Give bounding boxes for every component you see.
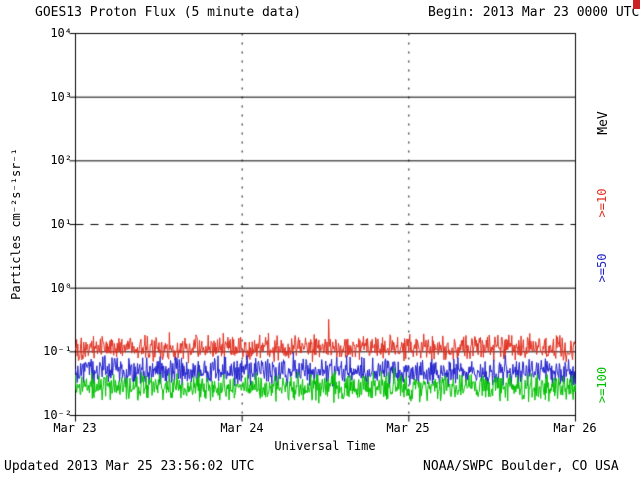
y-tick-label: 10¹ <box>50 217 72 231</box>
x-tick-label: Mar 25 <box>386 421 430 435</box>
y-tick-label: 10² <box>50 153 72 167</box>
updated-timestamp: Updated 2013 Mar 25 23:56:02 UTC <box>4 459 255 474</box>
x-tick-label: Mar 24 <box>220 421 264 435</box>
chart-title: GOES13 Proton Flux (5 minute data) <box>35 5 302 20</box>
y-tick-label: 10³ <box>50 90 72 104</box>
series-label-ge10: >=10 <box>595 188 609 218</box>
y-tick-label: 10⁴ <box>50 26 72 40</box>
right-axis-unit-label: MeV <box>596 111 611 135</box>
source-attribution: NOAA/SWPC Boulder, CO USA <box>423 459 619 474</box>
series-label-ge100: >=100 <box>595 366 609 404</box>
y-tick-label: 10⁰ <box>50 281 72 295</box>
y-tick-label: 10⁻¹ <box>43 344 72 358</box>
corner-artifact <box>633 0 640 9</box>
x-tick-label: Mar 23 <box>53 421 97 435</box>
begin-timestamp: Begin: 2013 Mar 23 0000 UTC <box>428 5 640 20</box>
y-axis-label: Particles cm⁻²s⁻¹sr⁻¹ <box>9 148 23 300</box>
x-tick-label: Mar 26 <box>553 421 597 435</box>
x-axis-label: Universal Time <box>274 439 376 453</box>
y-tick-label: 10⁻² <box>43 408 72 422</box>
series-label-ge50: >=50 <box>595 253 609 283</box>
